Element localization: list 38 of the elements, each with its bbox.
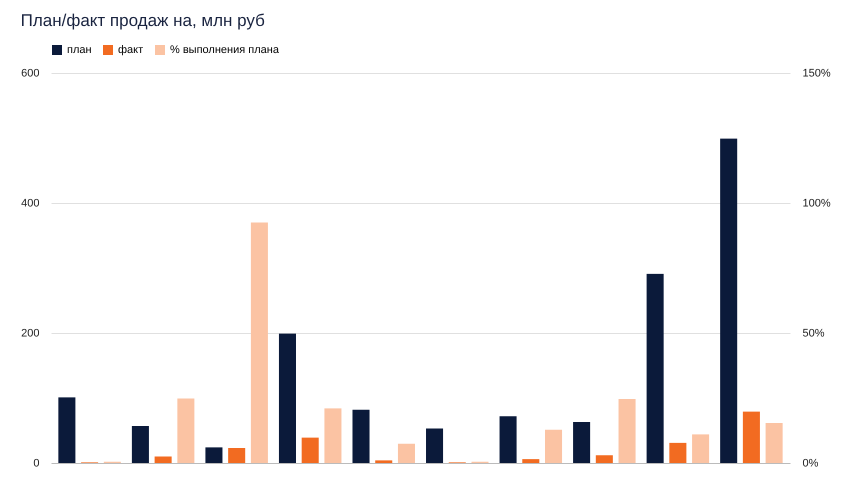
y2-tick-label: 50% [802,328,825,340]
bar [154,456,172,463]
bar [646,274,664,463]
legend-label: % выполнения плана [170,44,280,56]
legend-label: факт [118,44,144,56]
bar [500,416,517,463]
bar [375,460,392,463]
bar [692,434,710,463]
bar [177,398,194,463]
bar [742,412,760,463]
chart-title: План/факт продаж на, млн руб [20,11,266,30]
y2-tick-label: 100% [802,198,831,210]
bar [205,447,222,463]
y-tick-label: 400 [21,198,40,210]
y-tick-label: 0 [33,458,40,470]
bar [545,430,562,463]
bar [573,422,590,463]
bar [132,426,149,463]
bar [766,422,783,463]
legend-label: план [67,44,92,56]
y-tick-label: 600 [21,68,40,80]
bar [618,399,636,463]
bar [669,442,686,463]
bar [58,397,76,463]
bar [250,222,268,463]
y2-tick-label: 0% [802,458,819,470]
bar [278,334,296,463]
y2-tick-label: 150% [802,68,831,80]
bar [352,410,370,463]
bar [522,459,540,463]
bar [398,444,415,463]
y-tick-label: 200 [21,328,40,340]
bar [596,455,613,463]
bar [228,448,246,463]
bar [324,408,342,463]
bar [426,428,444,463]
bar [720,138,738,463]
bar [302,438,319,463]
